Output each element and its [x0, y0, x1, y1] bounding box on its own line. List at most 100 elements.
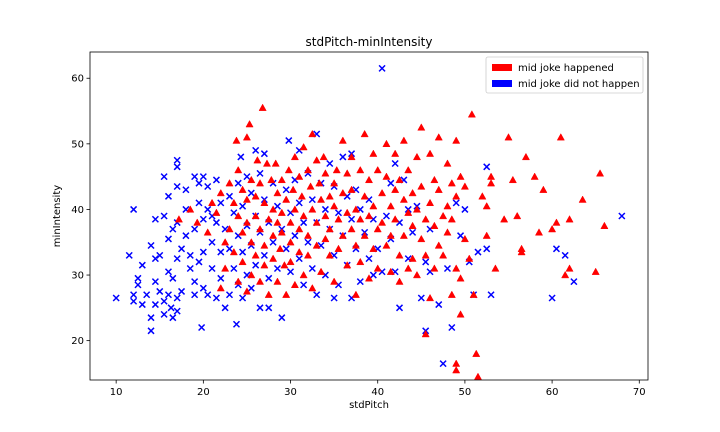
data-point-triangle	[430, 264, 439, 272]
data-point-x	[156, 287, 164, 295]
data-point-x	[186, 264, 194, 273]
data-point-triangle	[247, 175, 256, 184]
data-point-triangle	[417, 123, 426, 131]
data-point-x	[130, 291, 138, 299]
data-point-x	[130, 205, 138, 213]
data-point-triangle	[356, 215, 365, 223]
data-point-x	[160, 310, 168, 318]
data-point-triangle	[276, 244, 285, 252]
data-point-x	[134, 274, 142, 282]
data-point-triangle	[395, 277, 404, 285]
data-point-x	[182, 232, 190, 240]
data-point-triangle	[452, 366, 461, 374]
data-point-x	[212, 176, 220, 184]
data-point-triangle	[229, 247, 238, 256]
data-point-x	[130, 297, 138, 305]
data-point-triangle	[452, 359, 461, 367]
data-point-x	[164, 235, 172, 243]
x-axis-title: stdPitch	[349, 400, 389, 411]
y-tick-label: 40	[71, 205, 84, 216]
data-point-triangle	[356, 165, 365, 174]
data-point-x	[256, 169, 264, 177]
data-point-triangle	[286, 218, 295, 226]
data-point-triangle	[521, 152, 530, 161]
data-point-x	[409, 228, 417, 236]
data-point-x	[225, 192, 234, 200]
legend-label: mid joke did not happen	[518, 79, 640, 90]
data-point-triangle	[378, 218, 387, 226]
data-point-x	[252, 261, 260, 269]
data-point-triangle	[417, 234, 426, 243]
data-point-x	[191, 278, 199, 286]
data-point-triangle	[447, 179, 456, 187]
data-point-x	[204, 291, 212, 299]
data-point-x	[199, 284, 207, 292]
data-point-triangle	[264, 290, 273, 298]
data-point-triangle	[565, 264, 574, 272]
data-point-x	[134, 281, 142, 289]
data-point-x	[173, 156, 181, 164]
data-point-x	[156, 251, 164, 259]
data-point-triangle	[299, 270, 308, 279]
y-tick-label: 20	[71, 336, 84, 347]
data-point-triangle	[260, 198, 269, 207]
data-point-triangle	[242, 287, 251, 295]
data-point-x	[382, 212, 390, 220]
data-point-triangle	[369, 202, 378, 210]
data-point-triangle	[203, 228, 212, 236]
data-point-triangle	[373, 165, 382, 174]
data-point-x	[334, 209, 343, 217]
data-point-x	[199, 215, 207, 223]
data-point-triangle	[534, 228, 544, 236]
data-point-x	[217, 248, 225, 256]
data-point-triangle	[312, 218, 321, 226]
x-tick-label: 20	[197, 387, 210, 398]
data-point-triangle	[412, 152, 421, 161]
data-point-x	[182, 186, 190, 194]
data-point-triangle	[221, 238, 230, 246]
data-point-triangle	[351, 290, 360, 298]
data-point-x	[387, 179, 395, 187]
data-point-triangle	[299, 143, 308, 151]
data-point-triangle	[460, 234, 469, 243]
data-point-triangle	[439, 211, 448, 220]
data-point-x	[234, 179, 242, 187]
data-point-triangle	[513, 211, 522, 220]
data-point-triangle	[325, 225, 334, 233]
data-point-x	[151, 301, 159, 309]
data-point-x	[217, 274, 225, 282]
data-point-triangle	[351, 205, 360, 213]
data-point-x	[151, 278, 159, 286]
x-tick-label: 40	[371, 387, 384, 398]
data-point-triangle	[347, 225, 356, 233]
data-point-triangle	[273, 188, 282, 197]
data-point-triangle	[556, 133, 565, 141]
data-point-triangle	[421, 251, 430, 259]
data-point-x	[191, 291, 199, 299]
data-point-triangle	[330, 179, 339, 187]
data-point-x	[269, 238, 277, 246]
data-point-triangle	[284, 165, 293, 174]
data-point-x	[457, 232, 465, 240]
data-point-triangle	[434, 185, 443, 193]
data-point-x	[369, 271, 377, 279]
data-point-triangle	[282, 195, 291, 203]
data-point-x	[448, 323, 456, 332]
data-point-triangle	[338, 231, 347, 239]
data-point-x	[147, 241, 155, 250]
data-point-x	[273, 202, 281, 210]
data-point-x	[164, 291, 172, 299]
data-point-x	[552, 245, 560, 253]
data-point-x	[169, 225, 177, 233]
data-point-triangle	[360, 129, 369, 138]
data-point-triangle	[258, 103, 267, 111]
data-point-triangle	[317, 267, 326, 275]
x-axis-ticks: 10 20 30 40 50 60 70	[110, 380, 646, 398]
data-point-triangle	[216, 188, 225, 197]
data-point-x	[164, 268, 172, 276]
data-point-x	[151, 255, 159, 263]
data-point-triangle	[443, 159, 452, 167]
data-point-triangle	[208, 198, 217, 207]
data-point-triangle	[308, 205, 317, 213]
